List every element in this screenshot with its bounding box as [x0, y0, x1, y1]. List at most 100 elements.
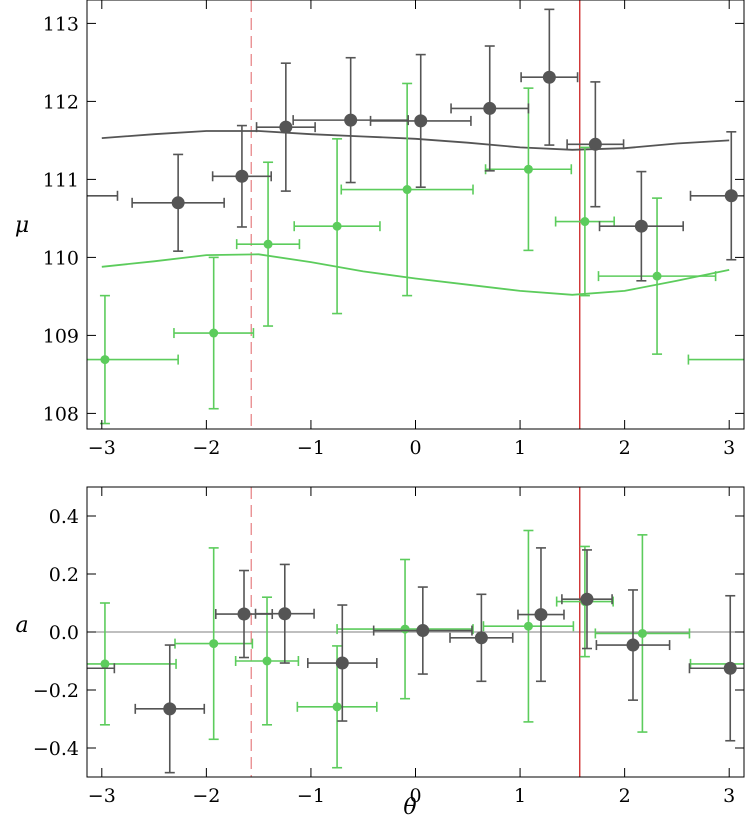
top-axis-ticks: −3 −2 −1 0 1 2 3 108 109 110 111 112 113: [43, 0, 744, 459]
dark-data-point: [134, 644, 206, 774]
green-marker: [580, 217, 590, 227]
dark-marker: [335, 656, 349, 670]
green-marker: [652, 271, 662, 281]
dark-data-point: [67, 662, 116, 675]
green-data-point: [484, 87, 573, 252]
green-data-point: [87, 602, 177, 726]
dark-marker: [344, 113, 358, 127]
dark-data-point: [689, 131, 744, 261]
green-data-point: [336, 558, 474, 700]
y-tick-label: −0.2: [33, 680, 79, 702]
y-tick-label: 111: [43, 169, 79, 191]
bottom-axis-ticks: −3 −2 −1 0 1 2 3 −0.4 −0.2 0.0 0.2 0.4: [33, 487, 744, 807]
green-data-point: [174, 547, 254, 741]
x-tick-label: 1: [514, 785, 526, 807]
green-marker: [209, 639, 219, 649]
x-axis-label: θ: [403, 795, 416, 820]
green-marker: [523, 164, 533, 174]
y-tick-label: 0.2: [49, 564, 79, 586]
dark-marker: [542, 70, 556, 84]
dark-marker: [279, 120, 293, 134]
green-marker: [637, 628, 647, 638]
y-tick-label: 112: [43, 91, 79, 113]
dark-marker: [724, 189, 738, 203]
x-tick-label: 2: [619, 437, 631, 459]
dark-marker: [237, 607, 251, 621]
x-tick-label: 0: [409, 437, 421, 459]
green-data-point: [235, 161, 301, 327]
x-tick-label: 3: [723, 437, 735, 459]
green-fit-curve: [101, 253, 730, 296]
dark-marker: [416, 624, 430, 638]
x-tick-label: −3: [88, 437, 116, 459]
green-data-point: [597, 197, 717, 355]
bottom-data-points: [67, 529, 744, 774]
green-marker: [100, 355, 110, 365]
dark-data-point: [211, 124, 273, 228]
bottom-y-axis-label: a: [15, 613, 28, 638]
dark-data-point: [131, 153, 225, 252]
green-data-point: [234, 596, 300, 726]
green-data-point: [340, 82, 474, 297]
x-tick-label: −1: [297, 437, 325, 459]
dark-marker: [483, 101, 497, 115]
dark-data-point: [450, 45, 530, 172]
top-reference-lines: [250, 0, 581, 429]
green-marker: [209, 328, 219, 338]
y-tick-label: 113: [43, 13, 79, 35]
y-tick-label: 109: [43, 325, 79, 347]
y-tick-label: 0.0: [49, 622, 79, 644]
x-tick-label: 3: [723, 785, 735, 807]
top-data-points: [87, 8, 744, 425]
dark-marker: [235, 169, 249, 183]
dark-data-point: [214, 569, 274, 659]
x-tick-label: −2: [192, 437, 220, 459]
dark-data-point: [306, 604, 378, 722]
dark-data-point: [517, 547, 565, 683]
dark-data-point: [566, 81, 625, 208]
dark-data-point: [688, 594, 744, 742]
x-tick-label: 1: [514, 437, 526, 459]
green-data-point: [173, 256, 255, 410]
green-marker: [263, 239, 273, 249]
green-marker: [400, 624, 410, 634]
green-marker: [402, 185, 412, 195]
dark-marker: [163, 702, 177, 716]
dark-marker: [474, 631, 488, 645]
dark-marker: [534, 608, 548, 622]
top-panel: −3 −2 −1 0 1 2 3 108 109 110 111 112 113 μ: [15, 0, 745, 459]
top-plot-frame: [86, 0, 745, 430]
green-data-point: [293, 138, 381, 315]
dark-data-point: [87, 190, 119, 201]
bottom-reference-lines: [250, 487, 581, 777]
y-tick-label: 0.4: [49, 506, 79, 528]
green-data-point: [687, 354, 744, 365]
x-tick-label: −2: [192, 785, 220, 807]
bottom-panel: −3 −2 −1 0 1 2 3 −0.4 −0.2 0.0 0.2 0.4 a θ: [15, 486, 745, 820]
dark-marker: [588, 137, 602, 151]
green-data-point: [482, 529, 575, 723]
green-data-point: [87, 294, 179, 425]
green-marker: [332, 221, 342, 231]
dark-data-point: [598, 170, 684, 282]
dark-marker: [67, 662, 80, 675]
green-marker: [262, 656, 272, 666]
x-tick-label: 0: [409, 785, 421, 807]
dark-marker: [580, 592, 594, 606]
dark-data-point: [520, 8, 579, 146]
y-tick-label: −0.4: [33, 738, 79, 760]
x-tick-label: −3: [88, 785, 116, 807]
dark-data-point: [369, 53, 472, 188]
dark-marker: [626, 638, 640, 652]
y-tick-label: 110: [43, 247, 79, 269]
dark-data-point: [561, 549, 613, 650]
y-tick-label: 108: [43, 403, 79, 425]
x-tick-label: 2: [619, 785, 631, 807]
dark-marker: [171, 196, 185, 210]
dark-data-point: [372, 586, 473, 675]
dark-marker: [723, 661, 737, 675]
x-tick-label: −1: [297, 785, 325, 807]
dark-marker: [278, 607, 292, 621]
green-data-point: [594, 534, 691, 733]
